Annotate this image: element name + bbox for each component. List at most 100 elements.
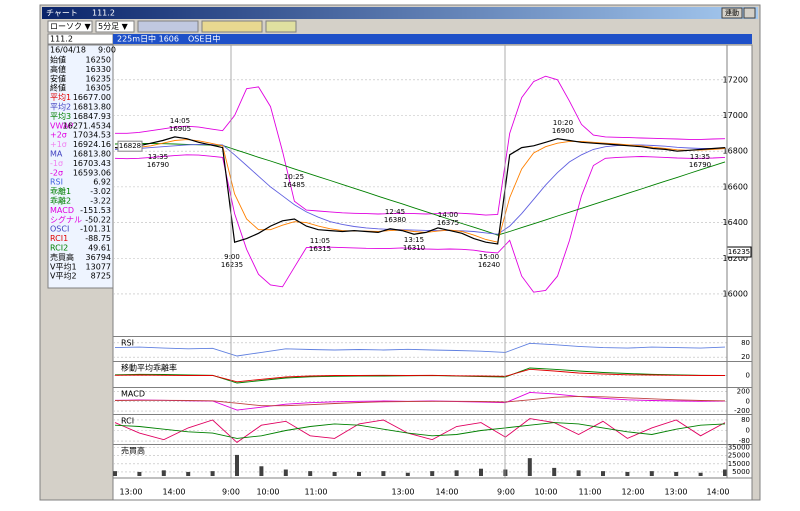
info-label: MA xyxy=(50,150,63,159)
annotation-time: 13:35 xyxy=(148,153,168,161)
series-line xyxy=(115,75,726,216)
volume-bar xyxy=(308,471,313,476)
series-line xyxy=(114,418,726,443)
y-tick-label: -200 xyxy=(734,407,750,415)
y-tick-label: 16800 xyxy=(723,147,748,156)
info-label: 高値 xyxy=(50,64,66,74)
annotation-time: 10:25 xyxy=(284,173,304,181)
info-value: 16847.93 xyxy=(73,112,111,121)
info-value: 17034.53 xyxy=(73,131,111,140)
interval-select[interactable] xyxy=(95,20,135,33)
volume-bar xyxy=(161,470,166,476)
info-label: RSI xyxy=(50,178,63,187)
annotation-time: 14:00 xyxy=(438,211,458,219)
annotation-value: 16790 xyxy=(689,161,711,169)
info-value: 16330 xyxy=(86,65,111,74)
volume-bar xyxy=(576,470,581,476)
x-tick-label: 11:00 xyxy=(304,488,327,497)
toolbar-icons[interactable] xyxy=(137,20,297,33)
volume-bar xyxy=(210,471,215,476)
info-value: 16703.43 xyxy=(73,159,111,168)
header-code: 111.2 xyxy=(50,35,73,44)
x-tick-label: 13:00 xyxy=(664,488,687,497)
annotation-value: 16485 xyxy=(283,181,305,189)
open-marker-box xyxy=(117,140,143,152)
volume-bar xyxy=(405,472,410,476)
volume-bar xyxy=(552,467,557,476)
series-line xyxy=(114,143,726,236)
x-tick-label: 14:00 xyxy=(162,488,185,497)
x-tick-label: 9:00 xyxy=(222,488,240,497)
window-code: 111.2 xyxy=(92,9,115,18)
y-tick-label: 16200 xyxy=(723,254,748,263)
y-tick-label: 16400 xyxy=(723,218,748,227)
window-title: チャート xyxy=(46,9,78,18)
panel-label: 移動平均乖離率 xyxy=(121,363,177,373)
info-label: -1σ xyxy=(50,159,63,168)
info-time: 9:00 xyxy=(98,46,116,55)
info-label: 平均2 xyxy=(50,102,71,112)
series-line xyxy=(114,154,726,293)
volume-bar xyxy=(357,471,361,476)
info-label: RCI2 xyxy=(50,244,68,253)
y-tick-label: 16600 xyxy=(723,182,748,191)
series-line xyxy=(114,422,726,439)
info-label: 売買高 xyxy=(50,252,74,262)
info-value: -151.53 xyxy=(80,206,111,215)
info-label: 平均3 xyxy=(50,111,71,121)
volume-bar xyxy=(381,471,386,476)
info-value: -3.02 xyxy=(90,187,111,196)
y-tick-label: 80 xyxy=(741,416,750,424)
close-button[interactable] xyxy=(743,7,756,19)
volume-bar xyxy=(259,466,264,476)
info-label: V平均1 xyxy=(50,261,77,271)
y-tick-label: 200 xyxy=(737,387,750,395)
chart-type-label[interactable]: ローソク ▼ xyxy=(50,22,92,31)
interval-label[interactable]: 5分足 ▼ xyxy=(98,22,129,31)
info-panel xyxy=(47,44,114,289)
chart-type-select[interactable] xyxy=(47,20,93,33)
info-label: RCI1 xyxy=(50,234,68,243)
annotation-time: 15:00 xyxy=(479,253,499,261)
info-label: MACD xyxy=(50,206,74,215)
x-tick-label: 14:00 xyxy=(435,488,458,497)
y-tick-label: 5000 xyxy=(732,468,750,476)
link-button[interactable] xyxy=(721,7,743,19)
y-tick-label: 35000 xyxy=(728,444,750,452)
y-tick-label: 0 xyxy=(746,397,750,405)
link-button-label[interactable]: 連動 xyxy=(725,8,739,17)
annotation-value: 16900 xyxy=(552,127,574,135)
x-tick-label: 11:00 xyxy=(578,488,601,497)
market-bar xyxy=(113,34,752,44)
info-label: 乖離2 xyxy=(50,196,71,206)
info-label: OSCI xyxy=(50,225,69,234)
info-value: 16813.80 xyxy=(73,150,111,159)
info-label: -2σ xyxy=(50,168,63,177)
info-value: -101.31 xyxy=(80,225,111,234)
info-value: 49.61 xyxy=(88,244,111,253)
tool-icons-b[interactable] xyxy=(201,20,263,33)
tool-icons-a[interactable] xyxy=(137,20,199,33)
x-tick-label: 13:00 xyxy=(391,488,414,497)
tool-icons-c[interactable] xyxy=(265,20,297,33)
panel-label: RSI xyxy=(121,339,134,348)
volume-bar xyxy=(113,471,117,476)
volume-bar xyxy=(430,471,435,476)
info-date: 16/04/18 xyxy=(50,46,86,55)
y-tick-label: 16000 xyxy=(723,289,748,298)
x-tick-label: 14:00 xyxy=(706,488,729,497)
annotation-time: 11:05 xyxy=(310,237,330,245)
info-value: 6.92 xyxy=(93,178,111,187)
y-tick-label: 0 xyxy=(746,372,750,380)
annotation-value: 16315 xyxy=(309,245,331,253)
annotation-time: 10:20 xyxy=(553,119,573,127)
x-tick-label: 10:00 xyxy=(256,488,279,497)
series-line xyxy=(114,136,726,245)
market-name: 225m日中 1606 xyxy=(117,34,179,44)
annotation-time: 13:35 xyxy=(690,153,710,161)
title-bar xyxy=(42,7,758,19)
info-label: VWAP xyxy=(50,121,73,130)
x-tick-label: 10:00 xyxy=(534,488,557,497)
volume-bar xyxy=(479,468,483,476)
